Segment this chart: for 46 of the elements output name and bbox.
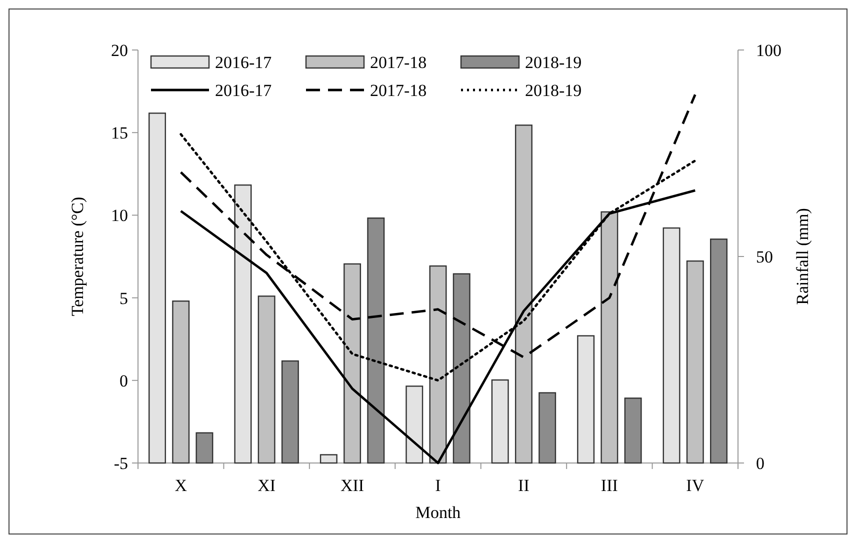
y-tick-label: 15	[111, 124, 128, 143]
y2-axis-title: Rainfall (mm)	[793, 208, 812, 305]
y-axis-title: Temperature (°C)	[68, 196, 87, 316]
bar	[624, 398, 642, 464]
legend-label: 2018-19	[525, 52, 582, 72]
x-tick-label: XI	[258, 476, 276, 495]
legend-label: 2016-17	[215, 80, 272, 100]
bar	[281, 360, 299, 464]
bar	[196, 432, 214, 464]
bar	[662, 227, 680, 464]
y-tick-label: 5	[120, 288, 128, 308]
y2-tick-label: 50	[756, 247, 773, 266]
bar	[577, 335, 595, 464]
legend-label: 2017-18	[370, 80, 427, 100]
bar	[172, 300, 190, 464]
bar	[258, 296, 276, 464]
bar	[344, 263, 362, 464]
y-tick-label: -5	[114, 454, 128, 473]
x-tick-label: I	[435, 476, 442, 495]
legend-label: 2018-19	[525, 80, 582, 100]
x-tick-label: XII	[340, 476, 364, 495]
bar	[686, 260, 704, 464]
x-tick-label: X	[174, 476, 187, 495]
y2-tick-label: 100	[756, 40, 782, 60]
bar	[514, 124, 532, 464]
bar	[406, 386, 424, 464]
bar	[320, 454, 338, 464]
x-tick-label: IV	[686, 476, 705, 495]
x-tick-label: II	[518, 476, 530, 495]
bar	[148, 112, 166, 464]
bar	[710, 238, 728, 464]
bar	[452, 273, 470, 464]
bar	[538, 392, 556, 464]
y-tick-label: 20	[111, 40, 128, 60]
bar	[234, 184, 252, 464]
y2-tick-label: 0	[756, 454, 764, 473]
y-tick-label: 10	[111, 206, 128, 226]
bar	[429, 265, 447, 464]
bar	[491, 379, 509, 464]
bar	[600, 211, 618, 464]
legend-label: 2017-18	[370, 52, 427, 72]
bar	[367, 217, 385, 464]
x-tick-label: III	[600, 476, 618, 495]
legend-label: 2016-17	[215, 52, 272, 72]
x-axis-title: Month	[415, 503, 462, 522]
y-tick-label: 0	[120, 371, 128, 390]
